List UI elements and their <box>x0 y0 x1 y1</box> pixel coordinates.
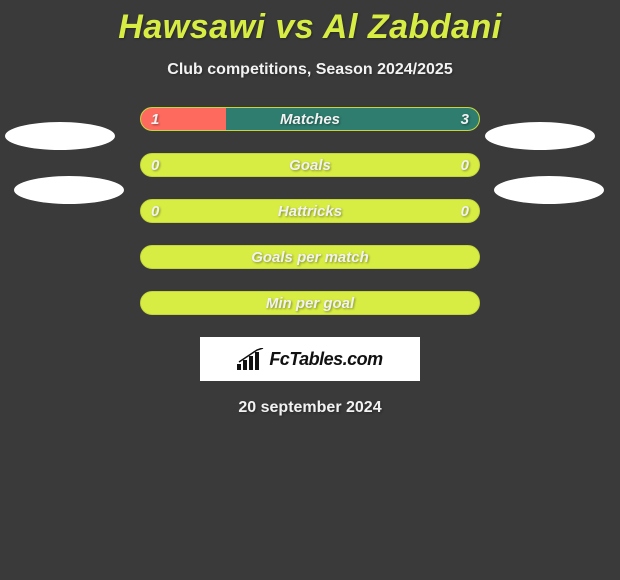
player-right-name: Al Zabdani <box>323 8 502 46</box>
subheading: Club competitions, Season 2024/2025 <box>0 61 620 79</box>
stat-label: Min per goal <box>141 292 479 314</box>
player-ellipse <box>494 176 604 204</box>
stat-label: Goals per match <box>141 246 479 268</box>
player-left-name: Hawsawi <box>118 8 265 46</box>
player-ellipse <box>14 176 124 204</box>
player-ellipse <box>485 122 595 150</box>
stat-row: Goals per match <box>140 245 480 269</box>
stat-row: 00Hattricks <box>140 199 480 223</box>
stat-label: Matches <box>141 108 479 130</box>
heading: Hawsawi vs Al Zabdani <box>0 0 620 47</box>
date-text: 20 september 2024 <box>0 399 620 417</box>
stat-row: Min per goal <box>140 291 480 315</box>
bars-icon <box>237 348 265 370</box>
comparison-infographic: Hawsawi vs Al Zabdani Club competitions,… <box>0 0 620 580</box>
watermark-text: FcTables.com <box>269 349 382 370</box>
stat-row: 13Matches <box>140 107 480 131</box>
player-ellipse <box>5 122 115 150</box>
stat-label: Hattricks <box>141 200 479 222</box>
stat-row: 00Goals <box>140 153 480 177</box>
vs-word: vs <box>275 8 314 46</box>
watermark: FcTables.com <box>200 337 420 381</box>
stat-label: Goals <box>141 154 479 176</box>
